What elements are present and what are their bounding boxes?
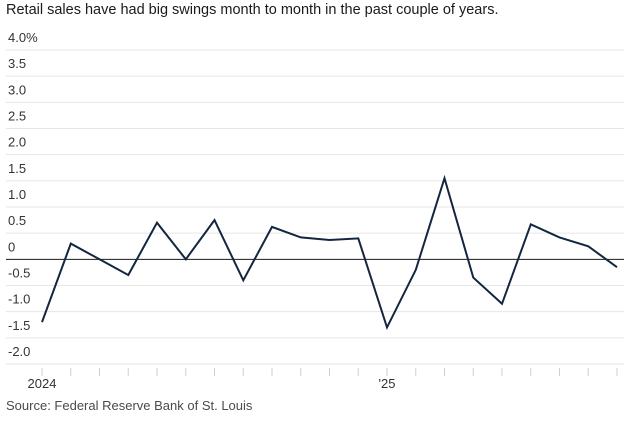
y-tick-label: 3.5 bbox=[8, 56, 26, 71]
y-tick-label: -2.0 bbox=[8, 344, 30, 359]
x-tick-label: 2024 bbox=[28, 376, 57, 391]
y-tick-label: -1.5 bbox=[8, 318, 30, 333]
y-tick-label: -1.0 bbox=[8, 292, 30, 307]
y-tick-label: 1.5 bbox=[8, 161, 26, 176]
y-tick-label: 2.0 bbox=[8, 135, 26, 150]
x-tick-label: '25 bbox=[379, 376, 396, 391]
y-tick-label: 0 bbox=[8, 239, 15, 254]
x-axis-ticks: 2024 '25 bbox=[28, 368, 618, 391]
y-tick-label: 4.0% bbox=[8, 30, 38, 45]
y-tick-label: -0.5 bbox=[8, 266, 30, 281]
y-tick-label: 2.5 bbox=[8, 109, 26, 124]
y-axis-ticks: 4.0% 3.5 3.0 2.5 2.0 1.5 1.0 0.5 0 -0.5 -1.0 -1.5 -2… bbox=[8, 30, 38, 359]
source-note: Source: Federal Reserve Bank of St. Loui… bbox=[6, 398, 253, 413]
chart-title: Retail sales have had big swings month t… bbox=[6, 2, 499, 18]
y-tick-label: 1.0 bbox=[8, 187, 26, 202]
series-line bbox=[41, 174, 618, 331]
y-tick-label: 0.5 bbox=[8, 213, 26, 228]
y-tick-label: 3.0 bbox=[8, 82, 26, 97]
grid-lines bbox=[6, 49, 624, 365]
series-layer bbox=[41, 174, 618, 331]
